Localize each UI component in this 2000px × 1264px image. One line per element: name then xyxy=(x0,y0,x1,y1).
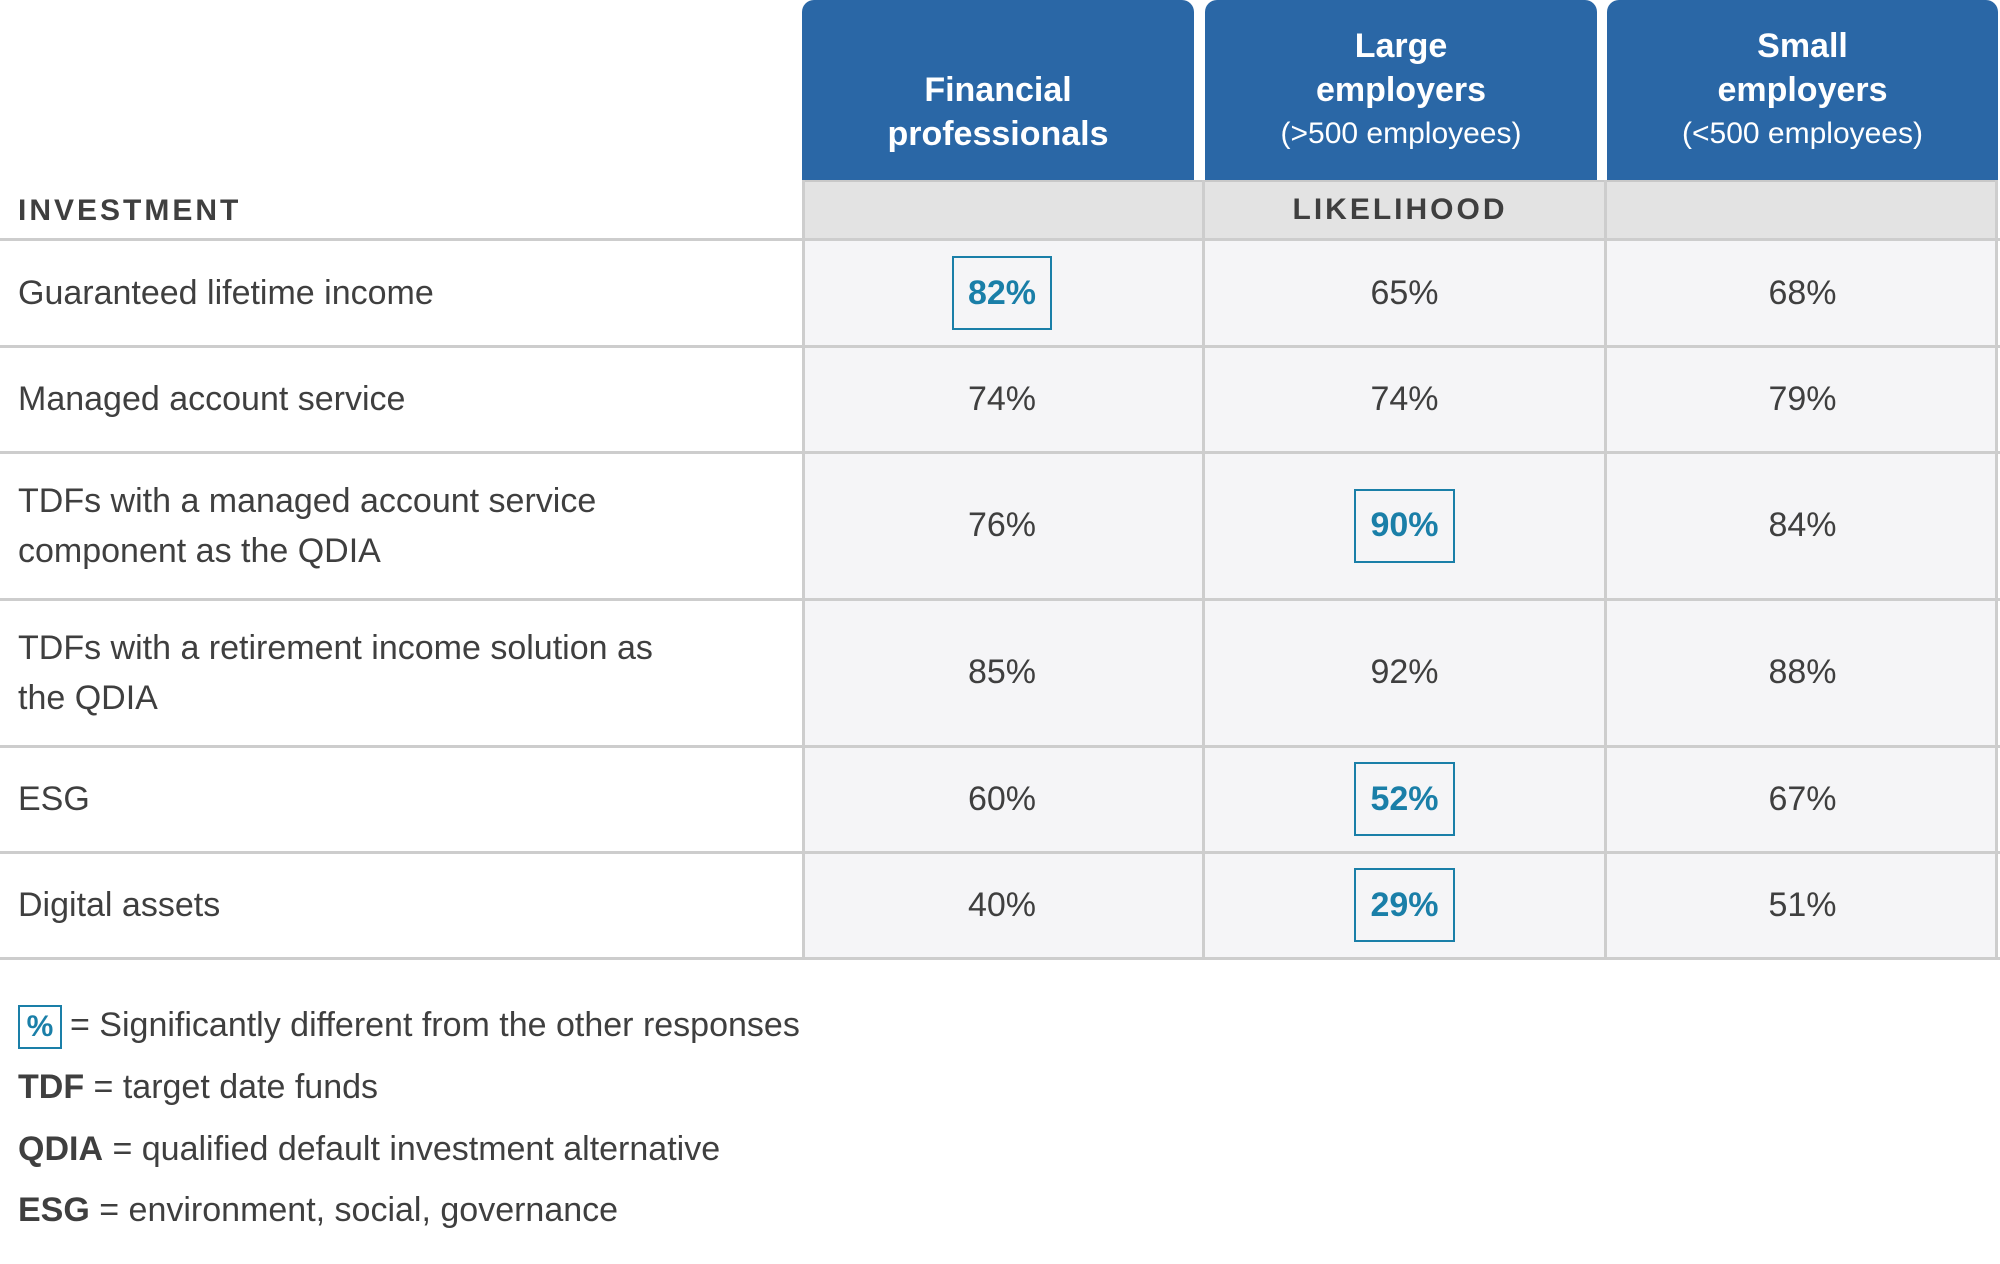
significant-value: 82% xyxy=(951,256,1053,330)
column-header-line: professionals xyxy=(887,115,1109,153)
row-label-cell: Guaranteed lifetime income xyxy=(0,240,802,346)
row-label-cell: TDFs with a retirement income solution a… xyxy=(0,599,802,746)
row-label: ESG xyxy=(18,780,90,818)
significant-value: 90% xyxy=(1354,488,1455,563)
value-cell: 85% xyxy=(802,599,1202,746)
value-label: 74% xyxy=(967,379,1037,418)
significance-marker-icon: % xyxy=(18,1005,62,1050)
table-row: Digital assets 40% 29% 51% xyxy=(0,852,2000,958)
value-label: 65% xyxy=(1370,273,1439,312)
column-header-line: employers xyxy=(1717,71,1888,109)
row-label-cell: TDFs with a managed account service comp… xyxy=(0,452,802,599)
value-label: 88% xyxy=(1768,653,1837,691)
legend-term: ESG xyxy=(18,1191,90,1229)
value-label: 60% xyxy=(967,779,1037,818)
legend-definition: = environment, social, governance xyxy=(89,1191,619,1229)
row-divider xyxy=(0,851,2000,854)
legend-esg: ESG = environment, social, governance xyxy=(18,1188,618,1232)
value-cell: 84% xyxy=(1607,452,1998,599)
column-header-small-employers: Small employers (<500 employees) xyxy=(1607,0,1998,180)
column-header-line: Small xyxy=(1757,27,1848,65)
column-header-subtitle: (<500 employees) xyxy=(1682,117,1923,150)
table-row: Managed account service 74% 74% 79% xyxy=(0,346,2000,452)
column-header-line: employers xyxy=(1315,71,1487,109)
table-row: ESG 60% 52% 67% xyxy=(0,746,2000,852)
row-divider xyxy=(0,745,2000,748)
row-divider xyxy=(0,345,2000,348)
column-header-financial-professionals: Financial professionals xyxy=(802,0,1194,180)
row-divider xyxy=(0,451,2000,454)
legend-definition: = qualified default investment alternati… xyxy=(103,1130,721,1168)
table-row: TDFs with a retirement income solution a… xyxy=(0,599,2000,746)
value-cell: 40% xyxy=(802,852,1202,958)
value-label: 68% xyxy=(1768,273,1837,312)
value-cell: 74% xyxy=(1205,346,1604,452)
value-label: 92% xyxy=(1370,653,1439,691)
column-header-line: Large xyxy=(1354,27,1448,65)
value-cell: 29% xyxy=(1205,852,1604,958)
value-label: 84% xyxy=(1768,506,1837,544)
significant-value: 29% xyxy=(1354,868,1455,942)
value-cell: 82% xyxy=(802,240,1202,346)
group-header-label: LIKELIHOOD xyxy=(1292,193,1508,226)
legend-qdia: QDIA = qualified default investment alte… xyxy=(18,1127,720,1171)
row-divider xyxy=(0,957,2000,960)
row-label: Digital assets xyxy=(18,886,221,924)
column-divider xyxy=(1202,180,1205,958)
value-cell: 76% xyxy=(802,452,1202,599)
legend-term: TDF xyxy=(18,1068,85,1106)
value-cell: 90% xyxy=(1205,452,1604,599)
value-label: 74% xyxy=(1370,379,1439,418)
value-cell: 74% xyxy=(802,346,1202,452)
row-label: Managed account service xyxy=(18,380,406,418)
value-cell: 88% xyxy=(1607,599,1998,746)
row-label: TDFs with a managed account service comp… xyxy=(18,481,597,570)
value-label: 85% xyxy=(967,653,1037,691)
row-divider xyxy=(0,598,2000,601)
legend-definition: = target date funds xyxy=(84,1068,379,1106)
value-cell: 79% xyxy=(1607,346,1998,452)
value-label: 67% xyxy=(1768,779,1837,818)
value-cell: 67% xyxy=(1607,746,1998,852)
row-header-investment: INVESTMENT xyxy=(18,194,242,227)
column-divider xyxy=(1604,180,1607,958)
table-row: Guaranteed lifetime income 82% 65% 68% xyxy=(0,240,2000,346)
row-label: TDFs with a retirement income solution a… xyxy=(18,628,653,717)
value-cell: 51% xyxy=(1607,852,1998,958)
column-divider xyxy=(1995,180,1998,958)
value-cell: 65% xyxy=(1205,240,1604,346)
value-label: 79% xyxy=(1768,379,1837,418)
legend-significance: % = Significantly different from the othe… xyxy=(18,1003,800,1050)
column-header-line: Financial xyxy=(924,71,1072,109)
value-cell: 60% xyxy=(802,746,1202,852)
significant-value: 52% xyxy=(1354,762,1455,836)
legend-term: QDIA xyxy=(18,1130,103,1168)
legend-significance-text: = Significantly different from the other… xyxy=(70,1006,800,1044)
value-label: 40% xyxy=(967,885,1037,924)
column-header-subtitle: (>500 employees) xyxy=(1280,117,1522,150)
row-label-cell: Digital assets xyxy=(0,852,802,958)
value-cell: 68% xyxy=(1607,240,1998,346)
row-label-cell: ESG xyxy=(0,746,802,852)
group-header-likelihood: LIKELIHOOD xyxy=(802,180,1998,240)
column-header-large-employers: Large employers (>500 employees) xyxy=(1205,0,1597,180)
column-divider xyxy=(802,180,805,958)
value-label: 76% xyxy=(967,506,1037,544)
value-label: 51% xyxy=(1768,885,1837,924)
row-label: Guaranteed lifetime income xyxy=(18,274,434,312)
table-row: TDFs with a managed account service comp… xyxy=(0,452,2000,599)
value-cell: 52% xyxy=(1205,746,1604,852)
value-cell: 92% xyxy=(1205,599,1604,746)
row-divider xyxy=(0,238,2000,241)
row-label-cell: Managed account service xyxy=(0,346,802,452)
legend-tdf: TDF = target date funds xyxy=(18,1065,378,1109)
